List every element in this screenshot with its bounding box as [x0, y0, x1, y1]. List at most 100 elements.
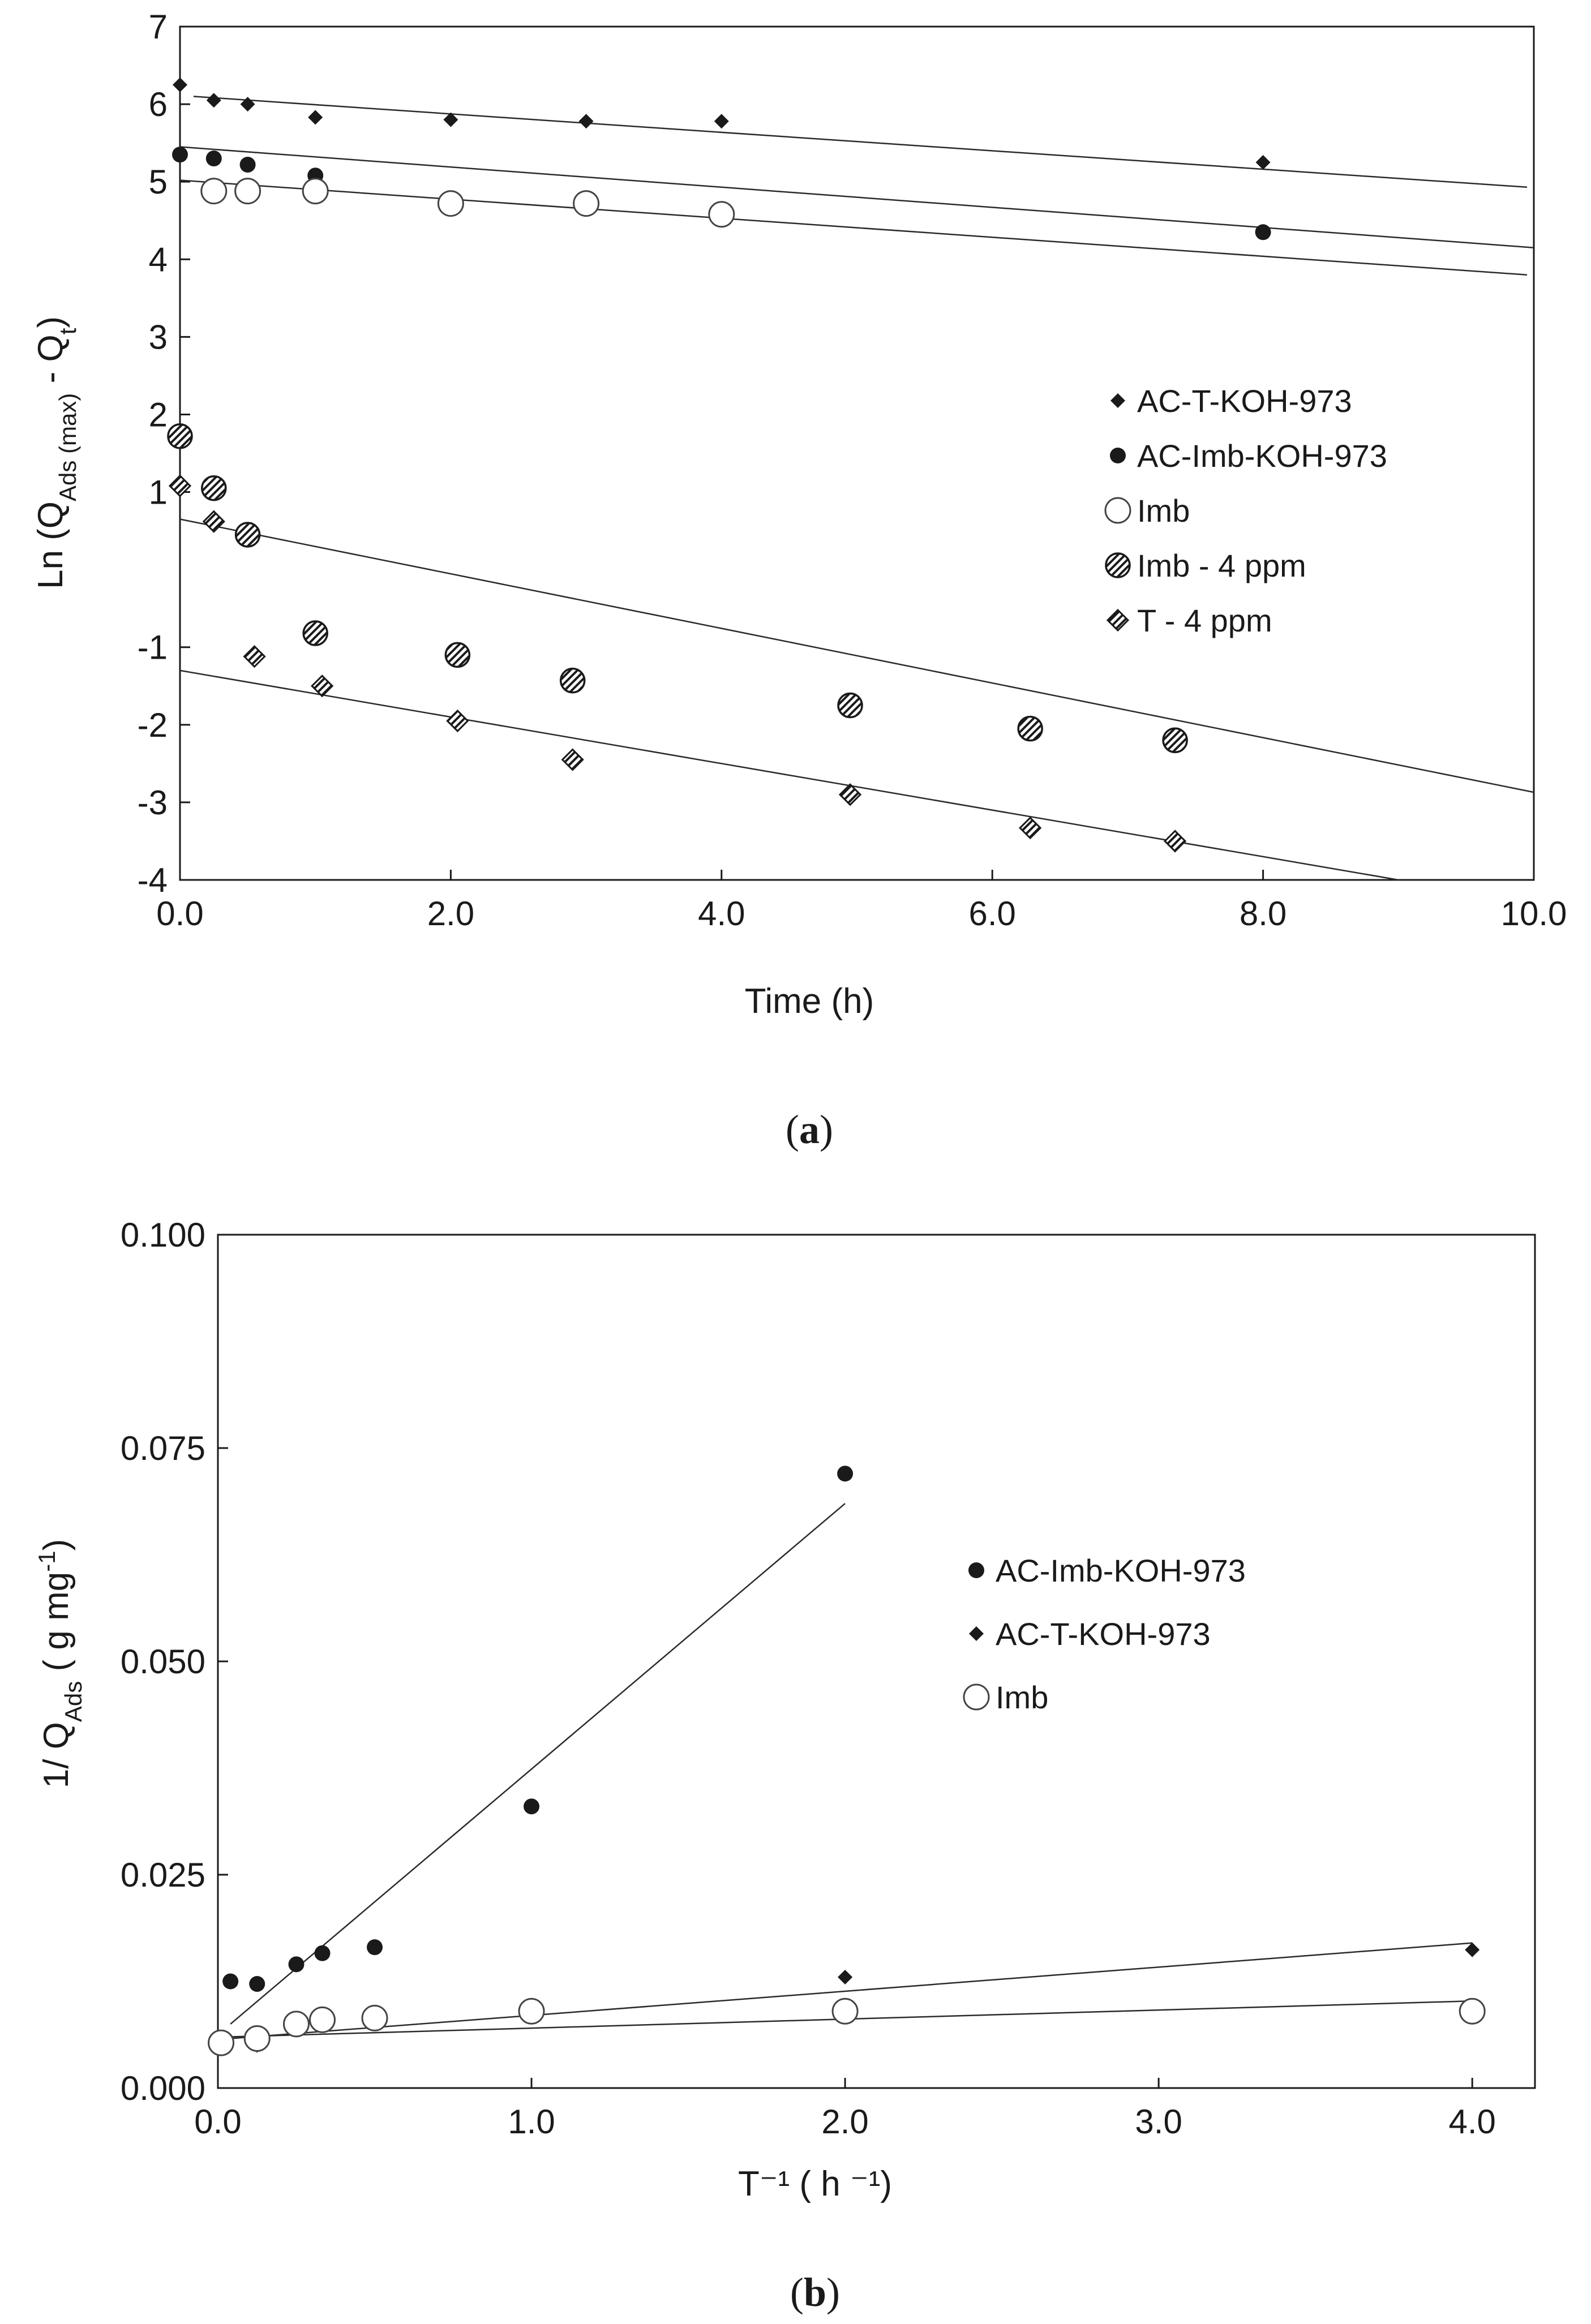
- fit-line-ac-imb-koh-973: [230, 1503, 846, 2025]
- plot-area-frame: [179, 25, 1535, 881]
- data-point: [240, 97, 255, 112]
- data-point: [202, 510, 225, 533]
- x-tick-label: 4.0: [1448, 2103, 1495, 2141]
- data-point: [200, 178, 228, 205]
- legend-marker-imb: [963, 1683, 990, 1711]
- data-point: [444, 642, 471, 668]
- data-point: [1255, 154, 1271, 170]
- y-tick-label: 3: [149, 318, 168, 356]
- data-point: [837, 1466, 854, 1482]
- data-point: [308, 110, 323, 125]
- fit-line-imb-4-ppm: [179, 518, 1534, 793]
- data-point: [205, 151, 222, 167]
- chart-panel-b: 0.0 1.0 2.0 3.0 4.0 0.000 0.025 0.050 0.075 0.100…: [33, 1216, 1536, 2315]
- data-point: [173, 77, 187, 92]
- y-tick-label: 5: [149, 163, 168, 201]
- y-tick-label: 0.100: [121, 1216, 205, 1254]
- data-point: [518, 1997, 545, 2025]
- data-point: [446, 709, 469, 733]
- series-ac-imb-koh-973: [222, 1466, 854, 1992]
- y-tick-label: -3: [138, 784, 168, 822]
- data-point: [172, 147, 188, 163]
- y-tick-label: 0.050: [121, 1643, 205, 1681]
- data-point: [249, 1976, 265, 1992]
- data-point: [559, 667, 586, 694]
- y-axis-title: 1/ QAds ( g mg-1): [33, 1539, 87, 1789]
- data-point: [222, 1973, 239, 1990]
- data-point: [234, 178, 261, 205]
- data-point: [443, 112, 458, 127]
- fit-line-t-4-ppm: [179, 669, 1399, 881]
- data-point: [288, 1956, 305, 1973]
- data-point: [1017, 715, 1043, 742]
- data-point: [578, 114, 594, 129]
- fit-line-imb: [179, 179, 1528, 276]
- data-point: [367, 1939, 383, 1956]
- legend-marker-imb: [1104, 497, 1131, 524]
- data-point: [1465, 1942, 1480, 1957]
- data-point: [1162, 727, 1188, 753]
- data-point: [167, 423, 193, 449]
- legend-label-ac-t-koh-973: AC-T-KOH-973: [996, 1616, 1211, 1652]
- legend-marker-ac-imb-koh-973: [968, 1562, 984, 1578]
- legend-marker-ac-t-koh-973: [969, 1626, 984, 1641]
- x-tick-label: 2.0: [427, 895, 474, 933]
- legend-label-imb-4-ppm: Imb - 4 ppm: [1137, 548, 1306, 583]
- y-tick-label: 2: [149, 396, 168, 433]
- y-axis-title: Ln (QAds (max) - Qt): [31, 316, 81, 589]
- legend-label-ac-imb-koh-973: AC-Imb-KOH-973: [1137, 438, 1387, 474]
- data-point: [168, 474, 192, 497]
- legend-label-imb: Imb: [996, 1679, 1048, 1715]
- y-tick-label: -4: [138, 861, 168, 899]
- y-tick-label: 0.075: [121, 1429, 205, 1467]
- series-t-4-ppm: [168, 474, 1187, 853]
- x-axis-title: T⁻¹ ( h ⁻¹): [738, 2164, 892, 2203]
- x-tick-label: 0.0: [156, 895, 203, 933]
- data-point: [201, 475, 227, 501]
- data-point: [573, 190, 600, 217]
- x-tick-label: 10.0: [1501, 895, 1567, 933]
- series-imb-4-ppm: [167, 423, 1188, 753]
- data-point: [206, 93, 221, 108]
- data-point: [708, 201, 735, 228]
- data-point: [302, 620, 328, 646]
- panel-label: (a): [786, 1107, 833, 1152]
- y-tick-label: 1: [149, 474, 168, 512]
- data-point: [308, 2006, 336, 2033]
- data-point: [524, 1798, 540, 1815]
- y-tick-label: 0.025: [121, 1856, 205, 1894]
- data-point: [314, 1945, 331, 1961]
- data-point: [239, 157, 256, 173]
- y-tick-label: 7: [149, 8, 168, 46]
- x-tick-label: 2.0: [821, 2103, 868, 2141]
- data-point: [437, 190, 464, 217]
- data-point: [838, 1969, 853, 1984]
- series-ac-t-koh-973: [250, 1942, 1480, 2053]
- chart-panel-a: 0.0 2.0 4.0 6.0 8.0 10.0 -4 -3 -2 -1 1 2 3 4 5 6 7 Time (…: [31, 8, 1567, 1152]
- data-point: [831, 1997, 859, 2025]
- series-imb: [200, 178, 735, 228]
- panel-label: (b): [790, 2270, 840, 2315]
- legend-marker-ac-t-koh-973: [1110, 393, 1125, 408]
- y-tick-label: -1: [138, 629, 168, 667]
- data-point: [234, 522, 261, 548]
- x-tick-label: 4.0: [698, 895, 745, 933]
- data-point: [208, 2029, 235, 2056]
- data-point: [302, 178, 329, 205]
- x-tick-label: 1.0: [508, 2103, 555, 2141]
- y-tick-label: 4: [149, 240, 168, 278]
- series-imb: [208, 1997, 1486, 2056]
- legend-label-imb: Imb: [1137, 493, 1190, 529]
- data-point: [714, 114, 729, 129]
- y-tick-label: 6: [149, 85, 168, 123]
- x-axis-title: Time (h): [745, 982, 874, 1021]
- y-tick-label: 0.000: [121, 2069, 205, 2107]
- legend-marker-ac-imb-koh-973: [1110, 448, 1126, 463]
- data-point: [837, 692, 863, 719]
- series-ac-t-koh-973: [173, 77, 1271, 170]
- data-point: [838, 783, 862, 806]
- legend-marker-imb-4-ppm: [1105, 552, 1131, 578]
- data-point: [361, 2004, 388, 2031]
- data-point: [561, 748, 584, 771]
